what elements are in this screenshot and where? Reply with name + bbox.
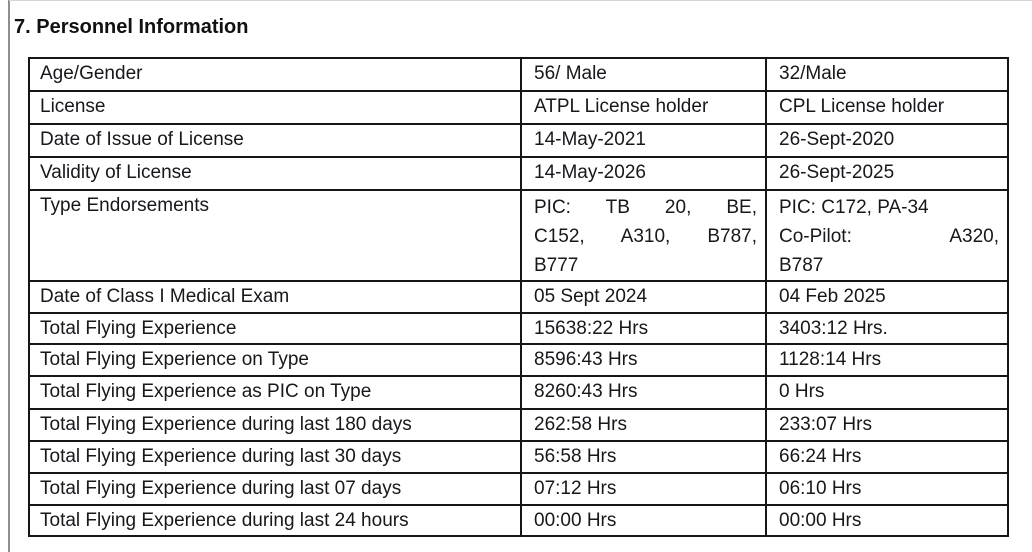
row-label-cell: Type Endorsements xyxy=(28,189,522,282)
table-row: Total Flying Experience during last 07 d… xyxy=(28,472,1009,506)
copilot-value-cell: PIC: C172, PA-34 Co-Pilot: A320, B787 xyxy=(765,189,1009,282)
pic-value-cell: PIC: TB 20, BE, C152, A310, B787, B777 xyxy=(520,189,767,282)
pic-value-cell: 00:00 Hrs xyxy=(520,504,767,537)
pic-value-cell: 262:58 Hrs xyxy=(520,408,767,442)
row-label-cell: Validity of License xyxy=(28,156,522,191)
pic-value-cell: 15638:22 Hrs xyxy=(520,312,767,345)
copilot-value-cell: 32/Male xyxy=(765,57,1009,92)
personnel-information-table: Age/Gender 56/ Male 32/Male License ATPL… xyxy=(28,57,1009,537)
copilot-value-cell: 26-Sept-2025 xyxy=(765,156,1009,191)
copilot-value-cell: 1128:14 Hrs xyxy=(765,343,1009,377)
page-frame-left-line xyxy=(8,0,10,552)
pic-value-cell: ATPL License holder xyxy=(520,90,767,125)
copilot-value-cell: CPL License holder xyxy=(765,90,1009,125)
endorsement-line: B777 xyxy=(534,255,579,276)
row-label-cell: Age/Gender xyxy=(28,57,522,92)
pic-value-cell: 56/ Male xyxy=(520,57,767,92)
endorsement-line: B787 xyxy=(779,255,824,276)
copilot-value-cell: 00:00 Hrs xyxy=(765,504,1009,537)
pic-value-cell: 56:58 Hrs xyxy=(520,440,767,474)
row-label-cell: Total Flying Experience during last 07 d… xyxy=(28,472,522,506)
row-label-cell: Total Flying Experience xyxy=(28,312,522,345)
row-label-cell: Total Flying Experience on Type xyxy=(28,343,522,377)
table-row: Date of Issue of License 14-May-2021 26-… xyxy=(28,123,1009,158)
pic-value-cell: 14-May-2021 xyxy=(520,123,767,158)
pic-value-cell: 8596:43 Hrs xyxy=(520,343,767,377)
row-label-cell: Date of Issue of License xyxy=(28,123,522,158)
endorsement-line: Co-Pilot: A320, xyxy=(779,226,999,247)
copilot-value-cell: 66:24 Hrs xyxy=(765,440,1009,474)
row-label-cell: License xyxy=(28,90,522,125)
copilot-value-cell: 233:07 Hrs xyxy=(765,408,1009,442)
table-row: Age/Gender 56/ Male 32/Male xyxy=(28,57,1009,92)
table-row: Date of Class I Medical Exam 05 Sept 202… xyxy=(28,280,1009,314)
table-row: Total Flying Experience during last 180 … xyxy=(28,408,1009,442)
copilot-value-cell: 3403:12 Hrs. xyxy=(765,312,1009,345)
table-row: Total Flying Experience during last 24 h… xyxy=(28,504,1009,537)
copilot-value-cell: 0 Hrs xyxy=(765,375,1009,410)
pic-value-cell: 05 Sept 2024 xyxy=(520,280,767,314)
row-label-cell: Total Flying Experience during last 180 … xyxy=(28,408,522,442)
copilot-value-cell: 26-Sept-2020 xyxy=(765,123,1009,158)
table-row: Total Flying Experience as PIC on Type 8… xyxy=(28,375,1009,410)
section-title: 7. Personnel Information xyxy=(14,16,249,38)
table-row: Total Flying Experience on Type 8596:43 … xyxy=(28,343,1009,377)
copilot-value-cell: 06:10 Hrs xyxy=(765,472,1009,506)
table-row-type-endorsements: Type Endorsements PIC: TB 20, BE, C152, … xyxy=(28,189,1009,282)
pic-value-cell: 07:12 Hrs xyxy=(520,472,767,506)
row-label-cell: Date of Class I Medical Exam xyxy=(28,280,522,314)
page-frame-top-line xyxy=(9,0,1032,1)
copilot-value-cell: 04 Feb 2025 xyxy=(765,280,1009,314)
row-label-cell: Total Flying Experience during last 30 d… xyxy=(28,440,522,474)
endorsement-line: PIC: TB 20, BE, xyxy=(534,197,757,218)
endorsement-line: PIC: C172, PA-34 xyxy=(779,197,929,218)
pic-value-cell: 14-May-2026 xyxy=(520,156,767,191)
table-row: Total Flying Experience during last 30 d… xyxy=(28,440,1009,474)
pic-value-cell: 8260:43 Hrs xyxy=(520,375,767,410)
row-label-cell: Total Flying Experience as PIC on Type xyxy=(28,375,522,410)
row-label-cell: Total Flying Experience during last 24 h… xyxy=(28,504,522,537)
table-row: Total Flying Experience 15638:22 Hrs 340… xyxy=(28,312,1009,345)
table-row: Validity of License 14-May-2026 26-Sept-… xyxy=(28,156,1009,191)
table-row: License ATPL License holder CPL License … xyxy=(28,90,1009,125)
endorsement-line: C152, A310, B787, xyxy=(534,226,757,247)
